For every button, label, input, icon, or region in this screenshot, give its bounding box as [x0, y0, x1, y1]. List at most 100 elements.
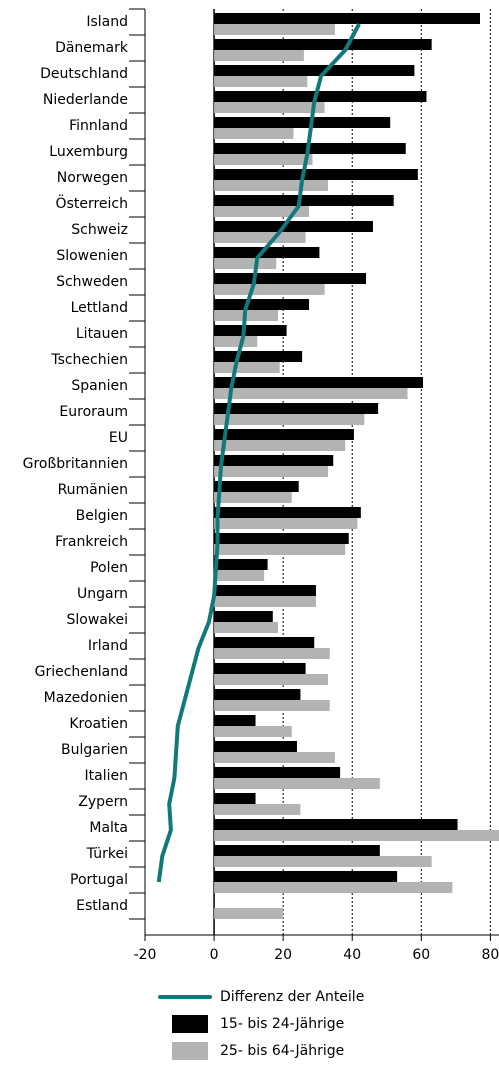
- bar: [214, 544, 346, 555]
- bar: [214, 793, 256, 804]
- y-tick-label: Kroatien: [69, 716, 128, 732]
- y-tick-label: Schweiz: [71, 222, 128, 238]
- y-tick-label: Norwegen: [57, 170, 128, 186]
- y-tick-label: Bulgarien: [61, 742, 128, 758]
- bar: [214, 871, 398, 882]
- bar: [214, 492, 292, 503]
- bar: [214, 362, 280, 373]
- y-tick-label: Estland: [76, 898, 128, 914]
- bar: [214, 128, 294, 139]
- y-tick-label: Rumänien: [58, 482, 128, 498]
- y-tick-label: Spanien: [71, 378, 128, 394]
- legend-label: Differenz der Anteile: [220, 989, 364, 1005]
- bar: [214, 466, 329, 477]
- y-tick-label: Irland: [88, 638, 128, 654]
- bar: [214, 570, 265, 581]
- bar: [214, 206, 310, 217]
- bar: [214, 856, 432, 867]
- bar: [214, 637, 315, 648]
- y-tick-label: Niederlande: [43, 92, 128, 108]
- bar: [214, 247, 320, 258]
- bar: [214, 559, 268, 570]
- bar: [214, 169, 418, 180]
- y-tick-label: Ungarn: [77, 586, 128, 602]
- y-tick-label: Italien: [85, 768, 128, 784]
- bar: [214, 180, 329, 191]
- y-tick-label: Zypern: [78, 794, 128, 810]
- bar: [214, 195, 394, 206]
- y-tick-label: Großbritannien: [23, 456, 128, 472]
- y-tick-label: Slowenien: [56, 248, 128, 264]
- bar: [214, 700, 330, 711]
- y-tick-label: EU: [109, 430, 128, 446]
- bar: [214, 351, 303, 362]
- bar: [214, 689, 301, 700]
- bar: [214, 533, 349, 544]
- bar: [214, 24, 335, 35]
- bar: [214, 299, 310, 310]
- bar: [214, 518, 358, 529]
- bar: [214, 622, 278, 633]
- x-tick-label: 80: [481, 947, 499, 963]
- bar: [214, 908, 284, 919]
- bar: [214, 741, 297, 752]
- bar: [214, 65, 415, 76]
- y-tick-label: Österreich: [56, 194, 128, 212]
- legend-swatch: [172, 1042, 208, 1060]
- x-tick-label: 40: [343, 947, 361, 963]
- bar: [214, 507, 361, 518]
- bar: [214, 674, 329, 685]
- bar: [214, 117, 391, 128]
- bar: [214, 819, 458, 830]
- bar: [214, 336, 258, 347]
- bar: [214, 273, 367, 284]
- y-tick-label: Mazedonien: [44, 690, 128, 706]
- bar: [214, 13, 481, 24]
- bar: [214, 778, 380, 789]
- bar: [214, 91, 427, 102]
- y-tick-label: Euroraum: [59, 404, 128, 420]
- y-tick-label: Schweden: [56, 274, 128, 290]
- y-tick-label: Portugal: [70, 872, 128, 888]
- legend-label: 15- bis 24-Jährige: [220, 1016, 344, 1032]
- bar: [214, 726, 292, 737]
- bar: [214, 388, 408, 399]
- bar: [214, 284, 325, 295]
- y-tick-label: Türkei: [86, 846, 128, 862]
- legend-swatch: [172, 1015, 208, 1033]
- bar: [214, 440, 346, 451]
- bar: [214, 830, 499, 841]
- bar: [214, 752, 335, 763]
- bar: [214, 455, 334, 466]
- y-tick-label: Tschechien: [50, 352, 128, 368]
- y-tick-label: Finnland: [69, 118, 128, 134]
- bar: [214, 39, 432, 50]
- y-tick-label: Malta: [89, 820, 128, 836]
- x-tick-label: -20: [134, 947, 157, 963]
- bar: [214, 414, 365, 425]
- bar: [214, 258, 277, 269]
- y-tick-label: Luxemburg: [49, 144, 128, 160]
- bar: [214, 50, 304, 61]
- bar: [214, 663, 306, 674]
- y-tick-label: Island: [86, 14, 128, 30]
- bar: [214, 481, 299, 492]
- y-tick-label: Dänemark: [55, 40, 129, 56]
- bar: [214, 377, 424, 388]
- y-tick-label: Belgien: [76, 508, 128, 524]
- bar: [214, 325, 287, 336]
- y-tick-label: Polen: [90, 560, 128, 576]
- bar: [214, 845, 380, 856]
- x-tick-label: 20: [274, 947, 292, 963]
- bar: [214, 596, 316, 607]
- bar: [214, 102, 325, 113]
- y-tick-label: Deutschland: [40, 66, 128, 82]
- y-tick-label: Griechenland: [35, 664, 128, 680]
- bar: [214, 154, 313, 165]
- line: [156, 23, 361, 883]
- bar: [214, 221, 373, 232]
- y-tick-label: Litauen: [76, 326, 128, 342]
- bar: [214, 585, 316, 596]
- bar: [214, 882, 453, 893]
